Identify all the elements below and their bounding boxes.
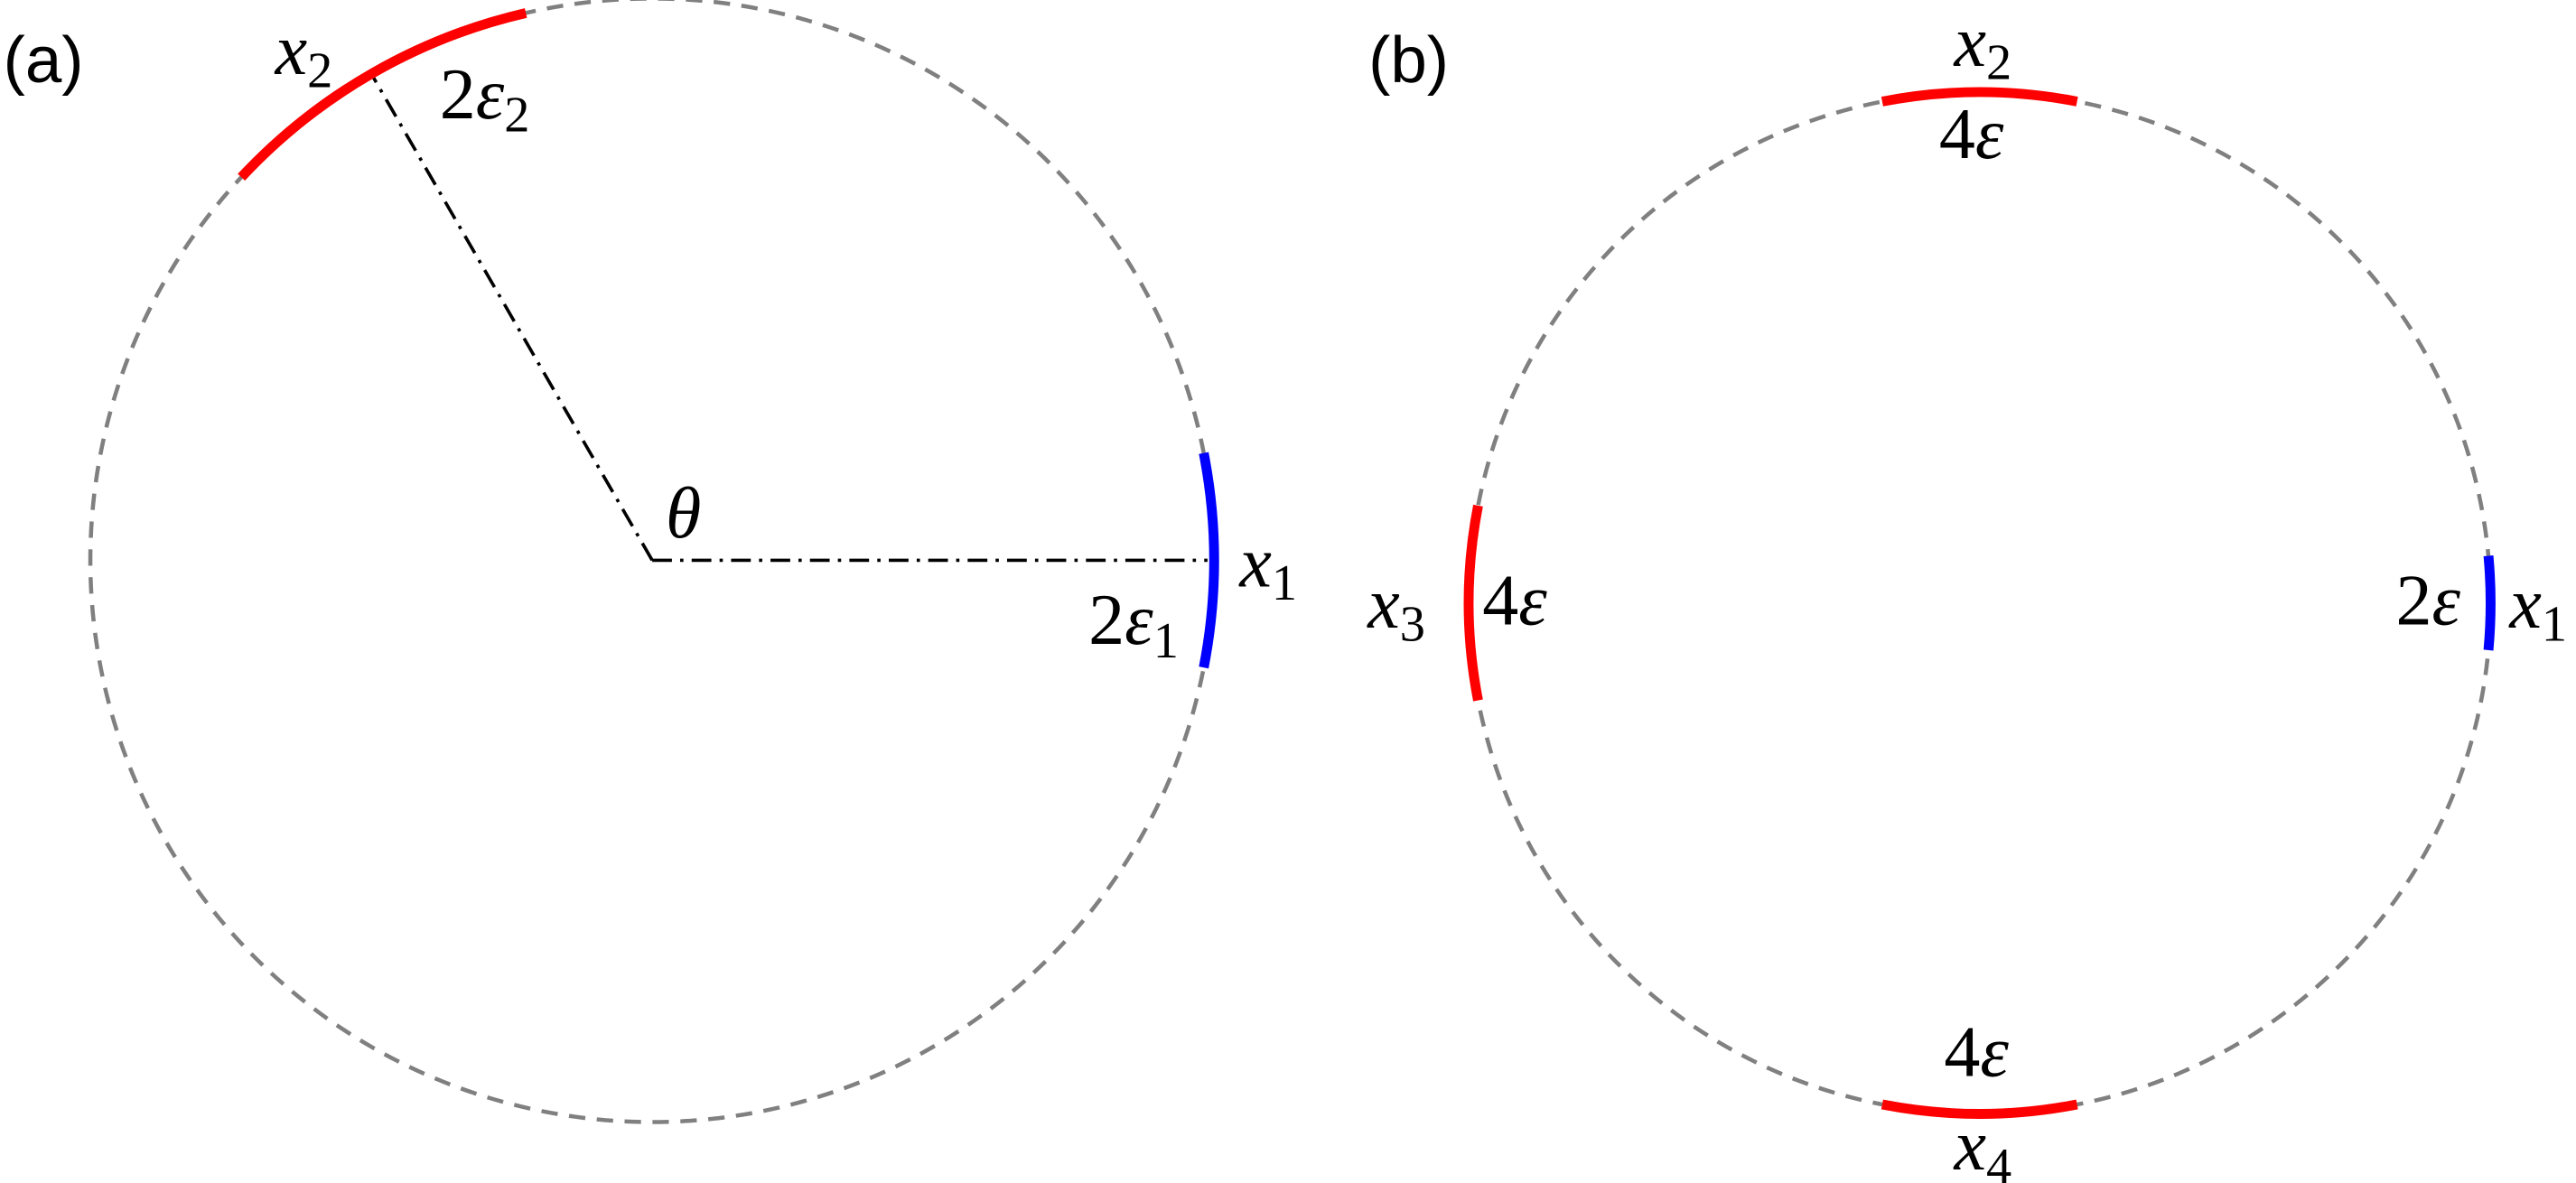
- subscript: 1: [2542, 597, 2567, 653]
- coefficient: 2: [2396, 561, 2432, 640]
- subscript: 2: [1986, 35, 2011, 91]
- symbol: ε: [1125, 581, 1153, 660]
- panel-tag: (b): [1368, 23, 1449, 97]
- red-arc: [1881, 87, 2078, 107]
- math-label: 2ε: [2396, 561, 2461, 640]
- subscript: 4: [1986, 1139, 2011, 1183]
- math-label: 2ε2: [440, 55, 530, 144]
- subscript: 1: [1153, 613, 1179, 669]
- symbol: x: [1238, 524, 1272, 603]
- red-arc: [238, 8, 527, 182]
- math-label: x2: [1954, 3, 2012, 91]
- math-label: 4ε: [1482, 561, 1547, 640]
- coefficient: 2: [440, 55, 476, 135]
- math-label: 4ε: [1939, 95, 2004, 174]
- coefficient: 4: [1482, 561, 1518, 640]
- math-label: x1: [1238, 524, 1297, 612]
- symbol: x: [275, 11, 308, 90]
- symbol: θ: [666, 474, 701, 554]
- coefficient: 2: [1088, 581, 1125, 660]
- radius-lines: [369, 72, 1208, 563]
- panel-tag: (a): [4, 23, 84, 97]
- blue-arc: [2483, 555, 2496, 651]
- symbol: x: [1954, 3, 1987, 82]
- blue-arc: [1199, 452, 1219, 669]
- symbol: ε: [1980, 1013, 2009, 1093]
- math-label: x2: [275, 11, 333, 99]
- circle: [1466, 89, 2493, 1116]
- math-label: x4: [1954, 1106, 2012, 1183]
- math-label: x1: [2508, 564, 2567, 653]
- red-arc: [1881, 1099, 2078, 1119]
- symbol: ε: [1518, 561, 1547, 640]
- subscript: 2: [307, 43, 332, 99]
- panel-b: [1463, 87, 2496, 1119]
- symbol: x: [2508, 564, 2542, 644]
- symbol: ε: [2432, 561, 2461, 640]
- coefficient: 4: [1944, 1013, 1980, 1093]
- symbol: ε: [476, 55, 505, 135]
- coefficient: 4: [1939, 95, 1975, 174]
- math-label: 2ε1: [1088, 581, 1179, 669]
- panel-a: [88, 0, 1219, 1124]
- subscript: 3: [1400, 597, 1425, 653]
- math-label: 4ε: [1944, 1013, 2009, 1093]
- red-arc: [1463, 504, 1483, 702]
- math-label: θ: [666, 474, 701, 554]
- symbol: ε: [1975, 95, 2004, 174]
- symbol: x: [1367, 564, 1400, 644]
- math-label: x3: [1367, 564, 1425, 653]
- subscript: 2: [504, 88, 529, 144]
- subscript: 1: [1272, 555, 1297, 611]
- symbol: x: [1954, 1106, 1987, 1183]
